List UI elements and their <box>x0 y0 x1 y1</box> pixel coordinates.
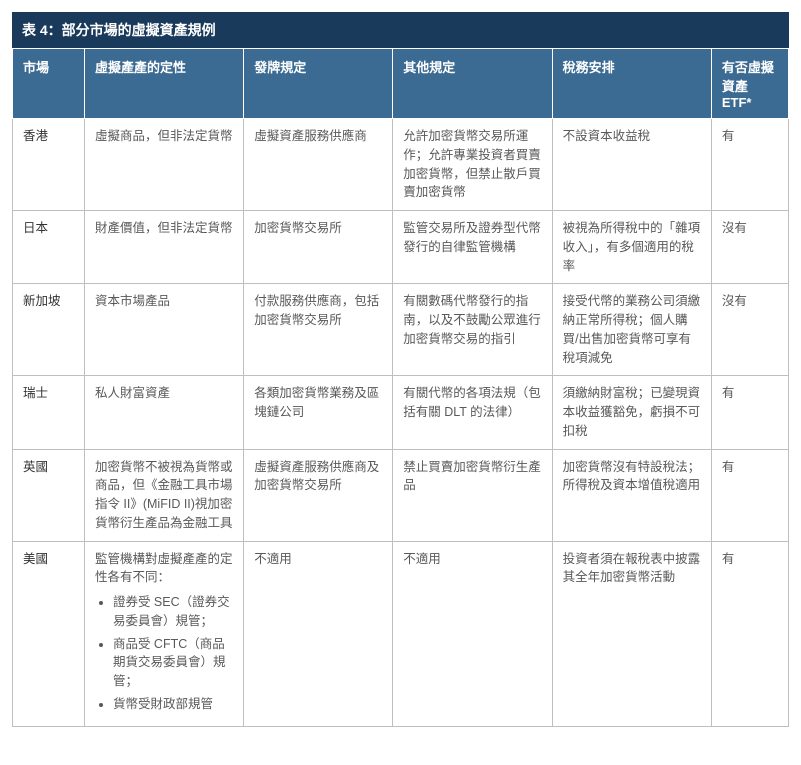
cell-tax: 被視為所得稅中的「雜項收入」，有多個適用的稅率 <box>552 211 711 284</box>
cell-market: 日本 <box>13 211 85 284</box>
col-etf: 有否虛擬資產 ETF* <box>711 49 788 119</box>
cell-tax: 加密貨幣沒有特設稅法；所得稅及資本增值稅適用 <box>552 449 711 541</box>
cell-nature: 私人財富資產 <box>84 376 243 449</box>
cell-licensing: 虛擬資產服務供應商及加密貨幣交易所 <box>244 449 393 541</box>
cell-nature: 監管機構對虛擬產產的定性各有不同： 證券受 SEC（證券交易委員會）規管； 商品… <box>84 541 243 726</box>
cell-nature: 資本市場產品 <box>84 284 243 376</box>
regulations-table: 市場 虛擬產產的定性 發牌規定 其他規定 稅務安排 有否虛擬資產 ETF* 香港… <box>12 48 789 727</box>
col-nature: 虛擬產產的定性 <box>84 49 243 119</box>
list-item: 貨幣受財政部規管 <box>113 695 233 714</box>
cell-tax: 接受代幣的業務公司須繳納正常所得稅；個人購買/出售加密貨幣可享有稅項減免 <box>552 284 711 376</box>
cell-market: 英國 <box>13 449 85 541</box>
cell-licensing: 付款服務供應商，包括加密貨幣交易所 <box>244 284 393 376</box>
table-container: 表 4：部分市場的虛擬資產規例 市場 虛擬產產的定性 發牌規定 其他規定 稅務安… <box>12 12 789 727</box>
nature-intro: 監管機構對虛擬產產的定性各有不同： <box>95 552 233 585</box>
col-market: 市場 <box>13 49 85 119</box>
cell-licensing: 不適用 <box>244 541 393 726</box>
cell-etf: 有 <box>711 449 788 541</box>
table-row: 日本 財產價值，但非法定貨幣 加密貨幣交易所 監管交易所及證券型代幣發行的自律監… <box>13 211 789 284</box>
col-other: 其他規定 <box>393 49 552 119</box>
table-row: 新加坡 資本市場產品 付款服務供應商，包括加密貨幣交易所 有關數碼代幣發行的指南… <box>13 284 789 376</box>
header-row: 市場 虛擬產產的定性 發牌規定 其他規定 稅務安排 有否虛擬資產 ETF* <box>13 49 789 119</box>
nature-list: 證券受 SEC（證券交易委員會）規管； 商品受 CFTC（商品期貨交易委員會）規… <box>95 593 233 714</box>
cell-nature: 虛擬商品，但非法定貨幣 <box>84 119 243 211</box>
cell-other: 有關數碼代幣發行的指南，以及不鼓勵公眾進行加密貨幣交易的指引 <box>393 284 552 376</box>
list-item: 商品受 CFTC（商品期貨交易委員會）規管； <box>113 635 233 691</box>
cell-other: 有關代幣的各項法規（包括有關 DLT 的法律） <box>393 376 552 449</box>
cell-other: 監管交易所及證券型代幣發行的自律監管機構 <box>393 211 552 284</box>
col-tax: 稅務安排 <box>552 49 711 119</box>
cell-etf: 有 <box>711 541 788 726</box>
cell-market: 新加坡 <box>13 284 85 376</box>
cell-tax: 須繳納財富稅；已變現資本收益獲豁免，虧損不可扣稅 <box>552 376 711 449</box>
table-row: 英國 加密貨幣不被視為貨幣或商品，但《金融工具市場指令 II》(MiFID II… <box>13 449 789 541</box>
table-row: 美國 監管機構對虛擬產產的定性各有不同： 證券受 SEC（證券交易委員會）規管；… <box>13 541 789 726</box>
cell-market: 瑞士 <box>13 376 85 449</box>
cell-market: 美國 <box>13 541 85 726</box>
cell-tax: 投資者須在報稅表中披露其全年加密貨幣活動 <box>552 541 711 726</box>
table-title: 表 4：部分市場的虛擬資產規例 <box>12 12 789 48</box>
cell-licensing: 加密貨幣交易所 <box>244 211 393 284</box>
list-item: 證券受 SEC（證券交易委員會）規管； <box>113 593 233 631</box>
cell-nature: 加密貨幣不被視為貨幣或商品，但《金融工具市場指令 II》(MiFID II)視加… <box>84 449 243 541</box>
cell-other: 禁止買賣加密貨幣衍生產品 <box>393 449 552 541</box>
cell-licensing: 各類加密貨幣業務及區塊鏈公司 <box>244 376 393 449</box>
cell-other: 允許加密貨幣交易所運作；允許專業投資者買賣加密貨幣，但禁止散戶買賣加密貨幣 <box>393 119 552 211</box>
cell-other: 不適用 <box>393 541 552 726</box>
col-licensing: 發牌規定 <box>244 49 393 119</box>
cell-etf: 有 <box>711 119 788 211</box>
table-row: 香港 虛擬商品，但非法定貨幣 虛擬資產服務供應商 允許加密貨幣交易所運作；允許專… <box>13 119 789 211</box>
cell-nature: 財產價值，但非法定貨幣 <box>84 211 243 284</box>
cell-etf: 有 <box>711 376 788 449</box>
cell-market: 香港 <box>13 119 85 211</box>
table-row: 瑞士 私人財富資產 各類加密貨幣業務及區塊鏈公司 有關代幣的各項法規（包括有關 … <box>13 376 789 449</box>
cell-licensing: 虛擬資產服務供應商 <box>244 119 393 211</box>
cell-tax: 不設資本收益稅 <box>552 119 711 211</box>
cell-etf: 沒有 <box>711 284 788 376</box>
cell-etf: 沒有 <box>711 211 788 284</box>
